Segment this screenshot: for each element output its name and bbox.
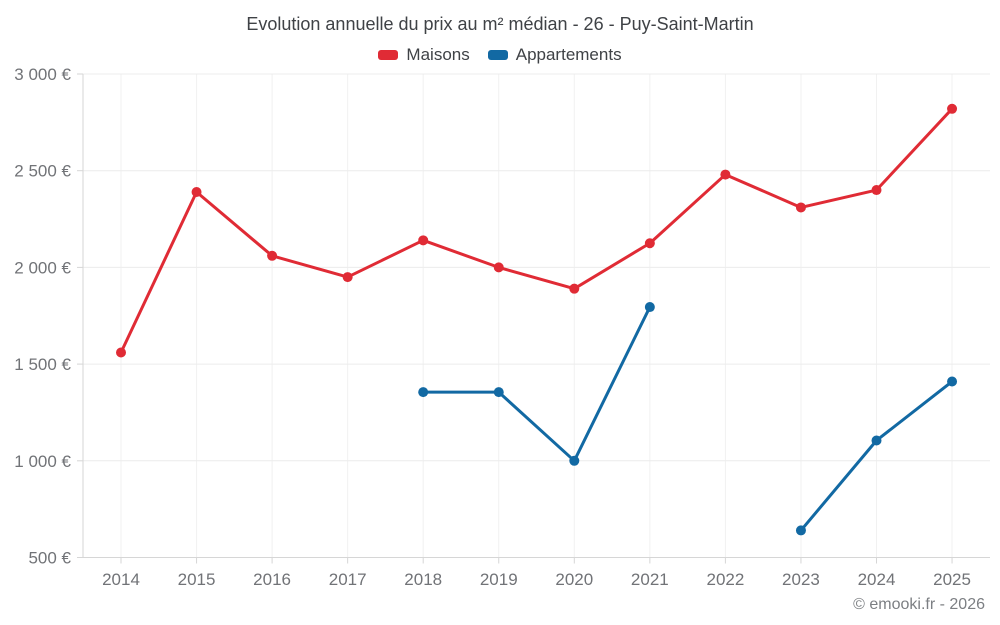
appartements-point-2023[interactable] <box>795 525 806 536</box>
maisons-point-2022[interactable] <box>720 169 731 180</box>
maisons-point-2015[interactable] <box>191 186 202 197</box>
x-tick-label: 2017 <box>329 570 367 589</box>
maisons-point-2024[interactable] <box>871 185 882 196</box>
y-tick-label: 3 000 € <box>14 65 71 84</box>
x-tick-label: 2025 <box>933 570 971 589</box>
legend: Maisons Appartements <box>0 45 1000 65</box>
x-tick-label: 2016 <box>253 570 291 589</box>
appartements-line <box>421 305 652 463</box>
chart-title: Evolution annuelle du prix au m² médian … <box>246 14 754 34</box>
y-tick-label: 1 000 € <box>14 452 71 471</box>
maisons-line <box>119 107 954 354</box>
maisons-point-2018[interactable] <box>418 235 429 246</box>
x-tick-label: 2019 <box>480 570 518 589</box>
appartements-point-2020[interactable] <box>569 455 580 466</box>
appartements-point-2024[interactable] <box>871 435 882 446</box>
legend-label-maisons: Maisons <box>406 45 470 64</box>
maisons-point-2025[interactable] <box>947 103 958 114</box>
x-tick-label: 2024 <box>858 570 896 589</box>
x-tick-label: 2022 <box>706 570 744 589</box>
y-tick-label: 1 500 € <box>14 355 71 374</box>
legend-item-maisons[interactable]: Maisons <box>378 45 470 65</box>
appartements-point-2021[interactable] <box>644 302 655 313</box>
maisons-point-2023[interactable] <box>795 202 806 213</box>
maisons-point-2016[interactable] <box>267 250 278 261</box>
legend-label-appartements: Appartements <box>515 45 622 64</box>
appartements-point-2019[interactable] <box>493 387 504 398</box>
x-tick-label: 2020 <box>555 570 593 589</box>
appartements-point-2018[interactable] <box>418 387 429 398</box>
maisons-legend-swatch-icon <box>378 50 399 60</box>
x-tick-label: 2014 <box>102 570 140 589</box>
x-tick-label: 2021 <box>631 570 669 589</box>
maisons-point-2017[interactable] <box>342 272 353 283</box>
maisons-point-2019[interactable] <box>493 262 504 273</box>
appartements-point-2025[interactable] <box>947 376 958 387</box>
maisons-point-2014[interactable] <box>116 347 126 358</box>
x-tick-label: 2023 <box>782 570 820 589</box>
maisons-point-2021[interactable] <box>644 238 655 249</box>
y-tick-label: 2 500 € <box>14 162 71 181</box>
legend-item-appartements[interactable]: Appartements <box>487 45 622 65</box>
x-tick-label: 2015 <box>178 570 216 589</box>
maisons-point-2020[interactable] <box>569 283 580 294</box>
y-tick-label: 2 000 € <box>14 258 71 277</box>
appartements-legend-swatch-icon <box>487 50 508 60</box>
x-tick-label: 2018 <box>404 570 442 589</box>
y-tick-label: 500 € <box>28 548 71 567</box>
copyright-footer: © emooki.fr - 2026 <box>853 596 985 613</box>
